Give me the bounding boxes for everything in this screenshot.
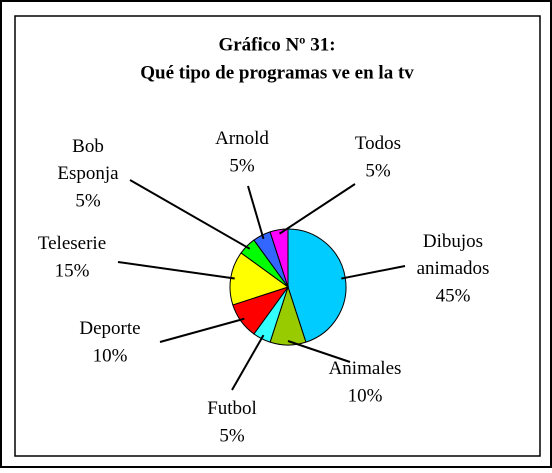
data-label: Todos: [355, 133, 401, 154]
leader-line: [287, 340, 351, 363]
data-label: Bob Esponja: [57, 136, 119, 184]
data-label: Dibujos animados: [417, 231, 490, 279]
value-label: 15%: [55, 260, 90, 281]
data-label: Futbol: [207, 398, 257, 419]
leader-line: [341, 265, 406, 280]
leader-line: [279, 183, 356, 235]
value-label: 10%: [348, 385, 383, 406]
leader-line: [129, 179, 251, 250]
value-label: 5%: [219, 425, 245, 446]
leader-line: [231, 334, 265, 391]
leader-line: [159, 317, 245, 343]
leader-line: [117, 261, 235, 280]
value-label: 5%: [75, 190, 101, 211]
data-label: Arnold: [215, 128, 269, 149]
chart-title: Gráfico Nº 31:: [218, 34, 335, 55]
value-label: 5%: [229, 155, 255, 176]
data-label: Animales: [329, 358, 402, 379]
chart-title: Qué tipo de programas ve en la tv: [140, 62, 414, 83]
value-label: 5%: [365, 160, 391, 181]
value-label: 45%: [436, 285, 471, 306]
data-label: Teleserie: [38, 233, 106, 254]
leader-line: [247, 185, 265, 240]
data-label: Deporte: [79, 318, 140, 339]
value-label: 10%: [93, 345, 128, 366]
